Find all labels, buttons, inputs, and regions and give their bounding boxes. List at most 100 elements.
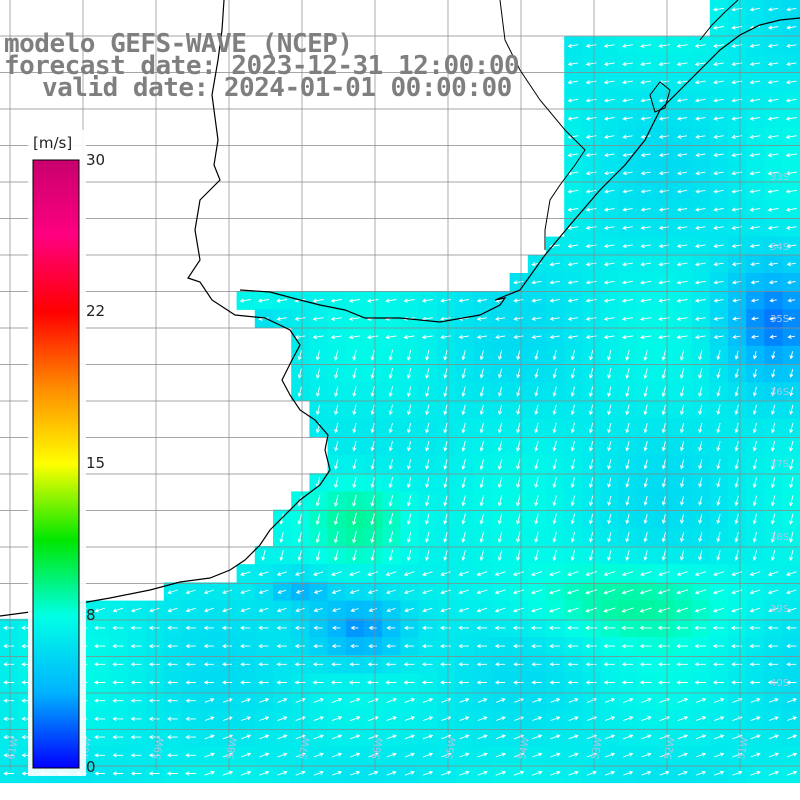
wind-arrow [440, 589, 451, 595]
wind-arrow [567, 662, 579, 667]
wind-arrow [3, 771, 14, 776]
wind-arrow [585, 225, 597, 230]
wind-arrow [750, 698, 761, 703]
wind-arrow [112, 644, 124, 649]
wind-arrow [348, 680, 360, 685]
wind-arrow [770, 550, 776, 561]
wind-arrow [786, 644, 797, 649]
wind-arrow [497, 477, 503, 489]
wind-arrow [767, 225, 779, 230]
wind-arrow [294, 625, 305, 630]
wind-arrow [221, 589, 233, 595]
wind-arrow [676, 589, 689, 595]
wind-arrow [680, 495, 685, 506]
wind-arrow [661, 367, 667, 380]
wind-arrow [750, 752, 761, 758]
wind-arrow [568, 770, 579, 776]
wind-arrow [767, 171, 779, 176]
wind-arrow [476, 298, 487, 303]
wind-arrow [603, 662, 615, 667]
wind-arrow [497, 549, 503, 561]
wind-arrow [425, 531, 430, 543]
wind-arrow [734, 495, 739, 507]
wind-arrow [185, 771, 197, 776]
wind-arrow [352, 441, 357, 452]
wind-arrow [623, 734, 634, 740]
wind-arrow [625, 550, 630, 561]
wind-arrow [534, 531, 539, 543]
wind-arrow [495, 698, 506, 703]
wind-arrow [497, 440, 503, 452]
wind-arrow [698, 532, 703, 543]
wind-arrow [240, 752, 252, 758]
wind-arrow [531, 607, 543, 613]
wind-arrow [625, 513, 630, 525]
wind-arrow [403, 571, 415, 576]
wind-arrow [643, 422, 648, 434]
wind-arrow [494, 589, 506, 595]
wind-arrow [312, 680, 324, 685]
wind-arrow [315, 404, 321, 416]
wind-arrow [315, 531, 321, 544]
wind-arrow [734, 368, 739, 379]
wind-arrow [621, 680, 634, 685]
wind-arrow [204, 698, 215, 703]
wind-arrow [588, 531, 594, 543]
wind-arrow [425, 459, 430, 470]
wind-arrow [494, 662, 506, 667]
wind-arrow [513, 316, 524, 321]
wind-arrow [604, 770, 616, 776]
wind-arrow [461, 550, 466, 561]
wind-arrow [676, 225, 688, 230]
wind-arrow [675, 625, 689, 630]
wind-arrow [658, 680, 670, 685]
wind-arrow [640, 98, 651, 103]
wind-arrow [112, 607, 124, 613]
wind-arrow [749, 189, 761, 194]
wind-arrow [516, 368, 521, 379]
wind-arrow [752, 550, 758, 561]
wind-arrow [331, 734, 343, 740]
wind-arrow [534, 422, 539, 434]
wind-arrow [167, 644, 178, 649]
wind-arrow [712, 607, 725, 613]
wind-arrow [679, 550, 685, 561]
wind-arrow [479, 531, 485, 543]
wind-arrow [786, 262, 796, 267]
wind-arrow [425, 477, 430, 489]
title-valid-date: valid date: 2024-01-01 00:00:00 [42, 73, 512, 103]
wind-arrow [406, 477, 412, 489]
wind-arrow [167, 716, 178, 721]
wind-arrow [167, 607, 178, 613]
wind-arrow [148, 644, 160, 649]
wind-arrow [239, 298, 251, 303]
wind-arrow [789, 422, 794, 434]
title-model: modelo GEFS-WAVE (NCEP) [4, 29, 353, 59]
wind-arrow [567, 98, 579, 103]
longitude-label: 59W [152, 736, 167, 760]
wind-arrow [421, 680, 433, 685]
wind-arrow [769, 298, 777, 303]
wind-arrow [676, 98, 688, 103]
wind-arrow [370, 512, 376, 526]
wind-arrow [552, 458, 557, 471]
wind-arrow [749, 171, 761, 176]
wind-arrow [548, 625, 561, 630]
wind-arrow [770, 422, 776, 434]
wind-arrow [425, 386, 430, 397]
wind-arrow [313, 607, 323, 613]
wind-arrow [313, 716, 325, 722]
wind-arrow [331, 589, 342, 594]
wind-arrow [731, 7, 743, 12]
wind-arrow [641, 697, 652, 703]
wind-arrow [516, 531, 521, 543]
wind-arrow [440, 662, 451, 667]
wind-arrow [570, 368, 575, 379]
wind-arrow [713, 61, 724, 67]
wind-arrow [461, 368, 466, 379]
wind-arrow [588, 386, 594, 398]
wind-arrow [422, 571, 433, 576]
wind-arrow [534, 368, 539, 379]
wind-arrow [641, 716, 652, 722]
wind-arrow [458, 644, 469, 649]
